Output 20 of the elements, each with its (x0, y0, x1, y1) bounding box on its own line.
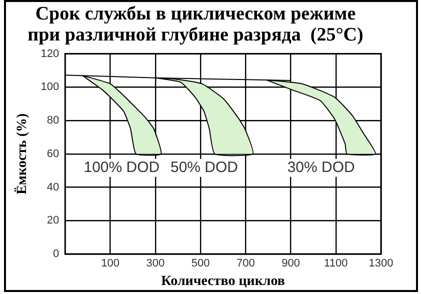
y-tick-label: 0 (53, 248, 60, 260)
x-tick-label: 900 (282, 258, 300, 270)
y-tick-label: 40 (46, 181, 60, 194)
x-tick-label: 1300 (368, 258, 394, 270)
x-tick-label: 300 (146, 258, 165, 270)
x-tick-label: 700 (236, 258, 255, 270)
x-tick-label: 1100 (324, 258, 348, 270)
x-tick-label: 500 (191, 258, 210, 270)
y-tick-label: 120 (40, 48, 60, 60)
y-axis-title: Ёмкость (%) (14, 113, 30, 194)
x-tick-label: 100 (101, 258, 120, 270)
y-tick-label: 60 (46, 148, 60, 160)
y-tick-label: 20 (46, 214, 60, 227)
annotation: 30% DOD (287, 159, 356, 176)
chart-title: Срок службы в циклическом режиме при различной глубине разряда (25°C) (28, 3, 364, 46)
x-axis-title: Количество циклов (161, 274, 286, 290)
annotation: 100% DOD (84, 159, 160, 176)
y-tick-label: 80 (46, 114, 60, 127)
annotation: 50% DOD (170, 159, 238, 176)
y-tick-label: 100 (40, 81, 60, 94)
